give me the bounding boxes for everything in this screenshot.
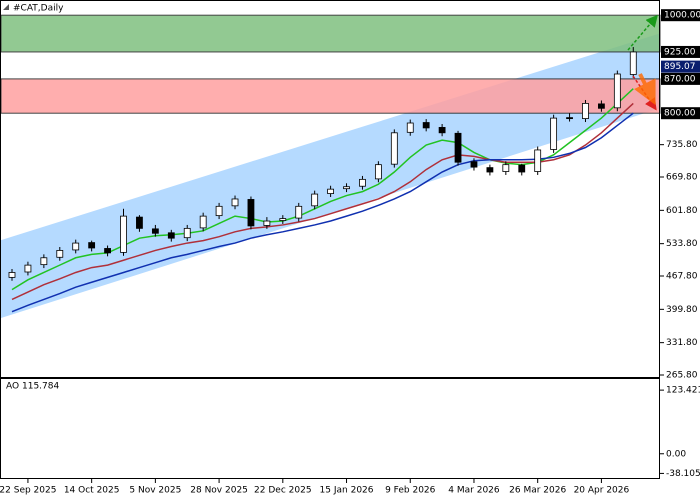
candle-body (582, 103, 589, 119)
candle-body (295, 205, 303, 219)
candle-body (279, 218, 287, 221)
symbol-icon (3, 4, 9, 10)
candle-body (151, 228, 159, 234)
y-tick-label: 669.80 (666, 173, 698, 183)
x-tick-label: 22 Sep 2025 (0, 486, 56, 496)
candle-body (167, 232, 175, 239)
candle-body (247, 199, 255, 227)
candle-body (8, 272, 16, 278)
candle-body (438, 127, 446, 134)
x-tick-label: 4 Mar 2026 (448, 486, 500, 496)
target-arrow (627, 14, 658, 51)
candle-body (327, 188, 335, 194)
y-tick-label: -38.105 (666, 469, 700, 479)
ao-panel-border (0, 378, 660, 479)
moving-average (11, 112, 634, 313)
y-tick-label: 123.421 (666, 386, 700, 396)
price-panel-border (0, 0, 660, 378)
candle-body (486, 167, 494, 173)
scenario-arrow (640, 73, 652, 98)
price-tag (661, 9, 700, 22)
candle-body (24, 264, 32, 273)
candle-body (136, 216, 143, 229)
candle-body (263, 220, 271, 226)
candle-body (613, 73, 621, 109)
y-tick-label: 265.80 (666, 371, 698, 381)
price-tag-label: 870.00 (664, 74, 696, 84)
candle-body (183, 227, 191, 239)
candle-body (518, 164, 526, 173)
x-tick-label: 26 Mar 2026 (509, 486, 566, 496)
candle-body (311, 193, 319, 207)
x-tick-label: 5 Nov 2025 (129, 486, 181, 496)
candle-body (470, 161, 478, 168)
candle-body (454, 132, 462, 163)
target-zone (0, 14, 661, 53)
y-tick-label: 331.80 (666, 338, 698, 348)
candle-body (629, 51, 637, 75)
candle-body (40, 257, 48, 266)
indicator-name: AO (6, 382, 19, 392)
price-panel (0, 14, 661, 319)
x-tick-label: 15 Jan 2026 (320, 486, 374, 496)
candle-body (598, 103, 605, 109)
price-tag (661, 60, 700, 73)
candle-body (120, 215, 127, 253)
candle-body (406, 122, 414, 133)
candle-body (534, 149, 542, 172)
candle-body (390, 132, 398, 165)
price-tag-label: 895.07 (664, 62, 696, 72)
candle-body (502, 164, 510, 172)
y-tick-label: 735.80 (666, 140, 698, 150)
candle-body (88, 242, 96, 249)
price-tag-label: 800.00 (664, 109, 696, 119)
candle-body (374, 164, 382, 180)
candle-body (550, 117, 558, 150)
price-channel (1, 33, 660, 319)
price-tag (661, 107, 700, 120)
candle-body (199, 215, 207, 229)
candle-body (215, 205, 223, 217)
candle-body (343, 186, 350, 190)
price-tag (661, 72, 700, 85)
candle-body (422, 122, 430, 129)
candle-body (72, 242, 80, 251)
candle-body (231, 198, 239, 207)
indicator-value: 115.784 (22, 382, 59, 392)
moving-average (11, 102, 634, 301)
price-tag-label: 1000.00 (664, 11, 700, 21)
y-tick-label: 399.80 (666, 305, 698, 315)
price-tag (661, 45, 700, 58)
y-tick-label: 0.00 (666, 449, 686, 459)
y-tick-label: 533.80 (666, 239, 698, 249)
candle-body (566, 117, 573, 120)
x-tick-label: 28 Nov 2025 (190, 486, 248, 496)
x-tick-label: 22 Dec 2025 (254, 486, 312, 496)
y-tick-label: 601.80 (666, 206, 698, 216)
candle-body (56, 250, 64, 258)
x-tick-label: 14 Oct 2025 (64, 486, 120, 496)
candle-body (104, 248, 111, 254)
moving-average (11, 88, 634, 291)
target-zone (0, 78, 661, 114)
chart-title: #CAT,Daily (13, 4, 64, 14)
x-tick-label: 9 Feb 2026 (385, 486, 436, 496)
candle-body (359, 178, 366, 187)
price-tag-label: 925.00 (664, 47, 696, 57)
x-tick-label: 20 Apr 2026 (574, 486, 630, 496)
y-tick-label: 467.80 (666, 272, 698, 282)
